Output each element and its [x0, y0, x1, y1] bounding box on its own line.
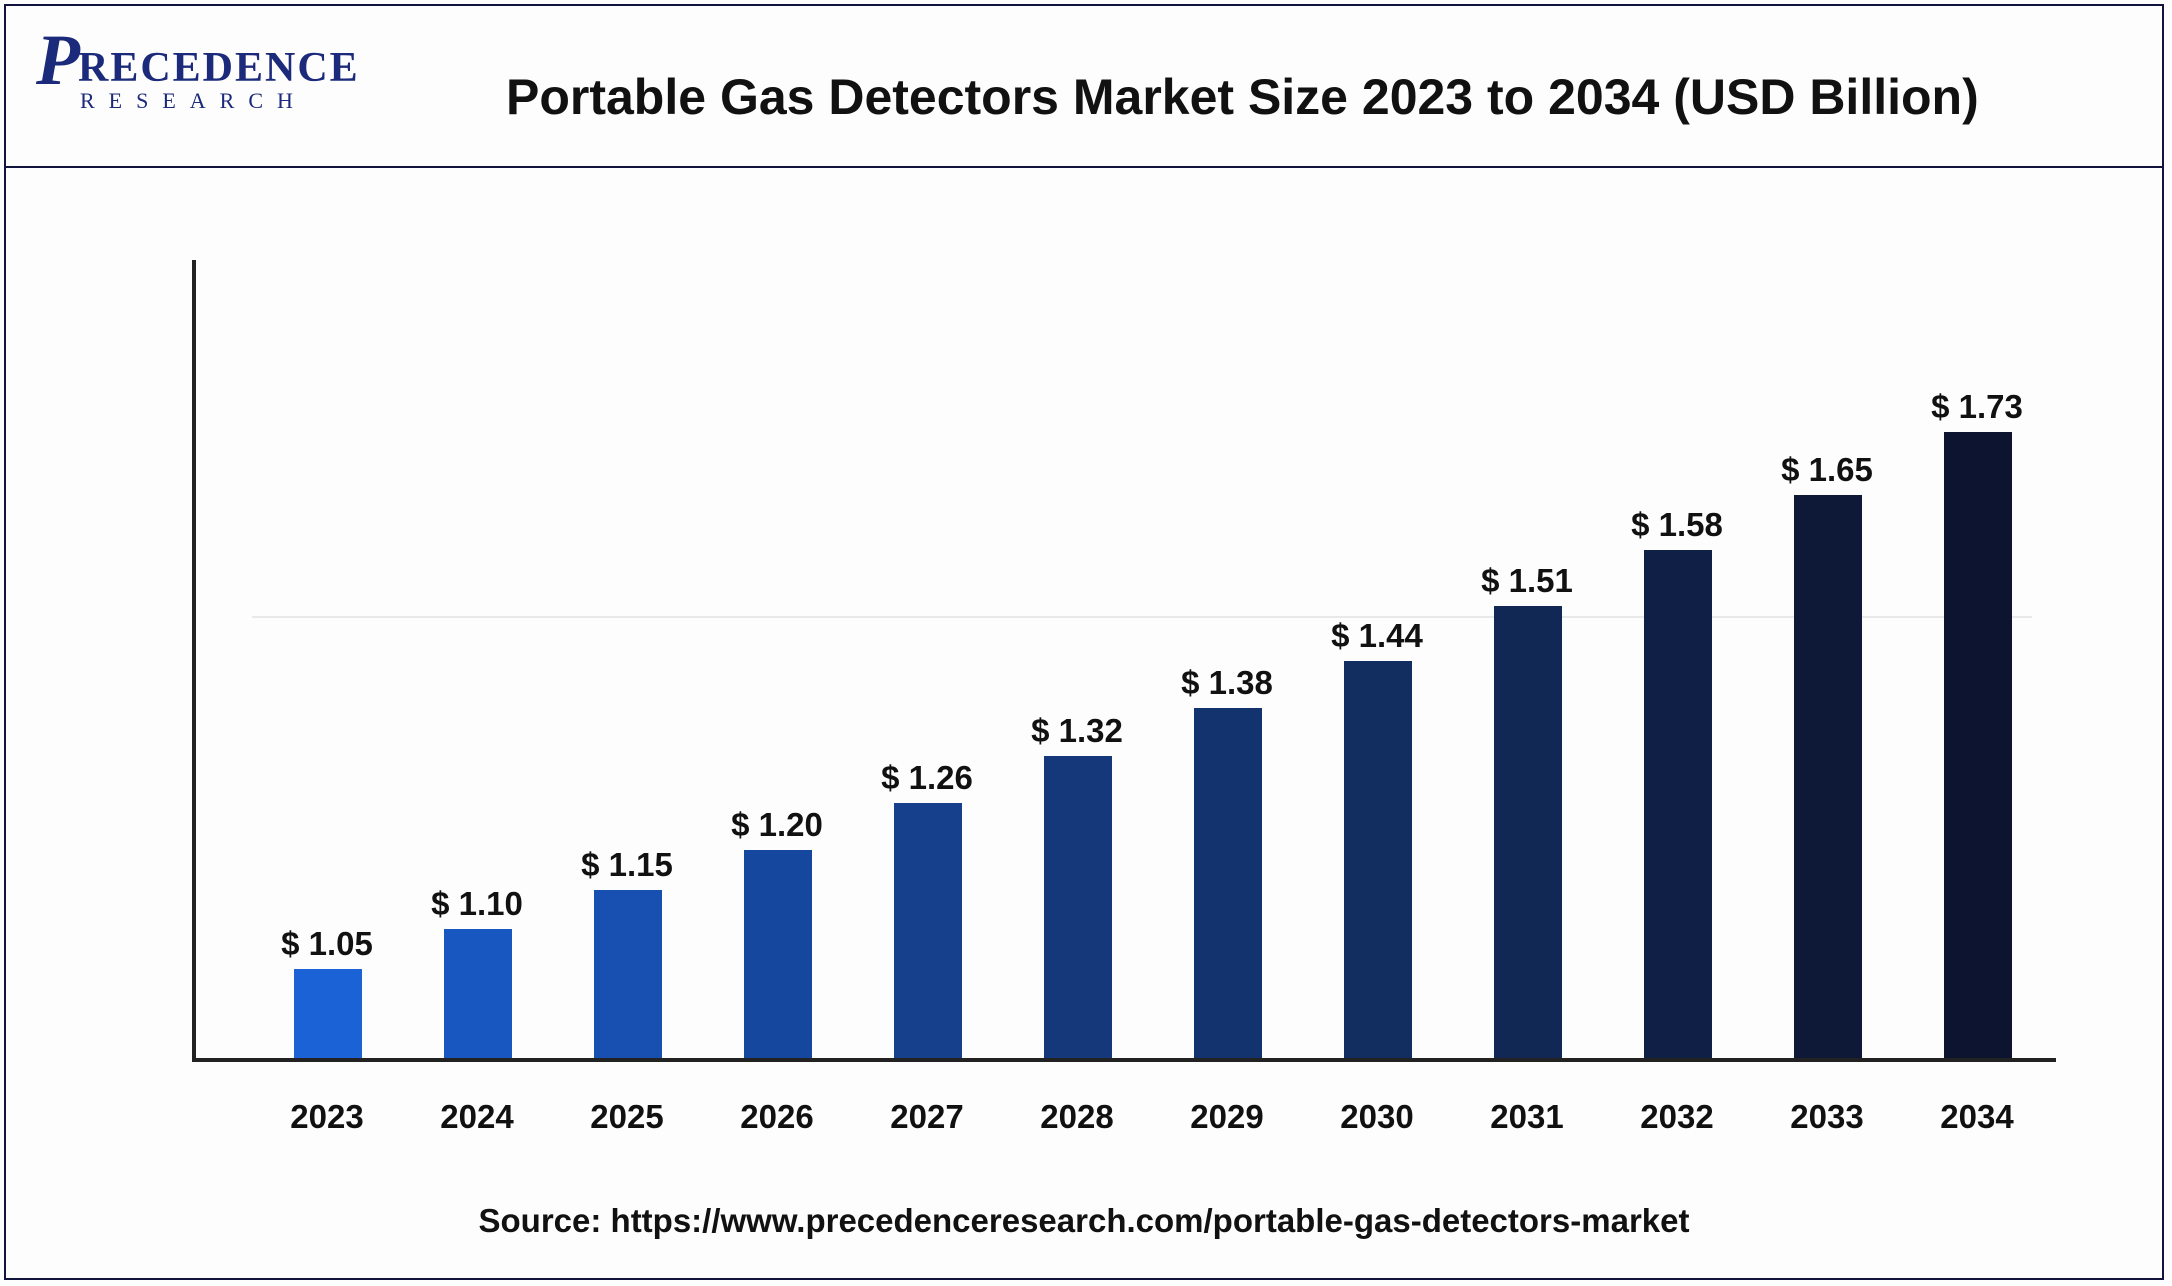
- x-tick-label: 2026: [702, 1098, 852, 1136]
- bar: [894, 803, 962, 1058]
- x-tick-label: 2029: [1152, 1098, 1302, 1136]
- bar-value-label: $ 1.20: [702, 806, 852, 844]
- bar-value-label: $ 1.15: [552, 846, 702, 884]
- bar: [444, 929, 512, 1058]
- bar-slot: $ 1.652033: [1752, 260, 1902, 1060]
- bar-slot: $ 1.442030: [1302, 260, 1452, 1060]
- bar: [1644, 550, 1712, 1058]
- x-tick-label: 2023: [252, 1098, 402, 1136]
- x-tick-label: 2027: [852, 1098, 1002, 1136]
- bar-value-label: $ 1.38: [1152, 664, 1302, 702]
- bar-slot: $ 1.262027: [852, 260, 1002, 1060]
- bar-value-label: $ 1.65: [1752, 451, 1902, 489]
- bar-value-label: $ 1.05: [252, 925, 402, 963]
- bar-value-label: $ 1.51: [1452, 562, 1602, 600]
- bar: [744, 850, 812, 1058]
- bars-container: $ 1.052023$ 1.102024$ 1.152025$ 1.202026…: [192, 260, 2056, 1060]
- x-tick-label: 2028: [1002, 1098, 1152, 1136]
- header: P RECEDENCE RESEARCH Portable Gas Detect…: [6, 6, 2162, 168]
- bar-slot: $ 1.732034: [1902, 260, 2052, 1060]
- bar-value-label: $ 1.44: [1302, 617, 1452, 655]
- logo-wordmark: P RECEDENCE: [36, 32, 366, 92]
- x-tick-label: 2031: [1452, 1098, 1602, 1136]
- chart-plot-area: $ 1.052023$ 1.102024$ 1.152025$ 1.202026…: [192, 260, 2056, 1060]
- x-tick-label: 2025: [552, 1098, 702, 1136]
- bar-value-label: $ 1.58: [1602, 506, 1752, 544]
- logo: P RECEDENCE RESEARCH: [36, 32, 366, 114]
- bar-value-label: $ 1.73: [1902, 388, 2052, 426]
- bar-slot: $ 1.052023: [252, 260, 402, 1060]
- x-tick-label: 2032: [1602, 1098, 1752, 1136]
- bar-value-label: $ 1.10: [402, 885, 552, 923]
- bar-value-label: $ 1.26: [852, 759, 1002, 797]
- logo-letter-p: P: [36, 32, 78, 90]
- bar-slot: $ 1.102024: [402, 260, 552, 1060]
- bar-slot: $ 1.382029: [1152, 260, 1302, 1060]
- logo-rest: RECEDENCE: [78, 44, 360, 92]
- bar-slot: $ 1.202026: [702, 260, 852, 1060]
- bar: [1044, 756, 1112, 1058]
- x-tick-label: 2034: [1902, 1098, 2052, 1136]
- bar: [1344, 661, 1412, 1058]
- bar: [1194, 708, 1262, 1058]
- bar-slot: $ 1.152025: [552, 260, 702, 1060]
- bar: [1944, 432, 2012, 1058]
- bar: [1494, 606, 1562, 1058]
- bar: [594, 890, 662, 1058]
- bar-slot: $ 1.582032: [1602, 260, 1752, 1060]
- bar-slot: $ 1.322028: [1002, 260, 1152, 1060]
- chart-title: Portable Gas Detectors Market Size 2023 …: [506, 68, 1979, 126]
- x-tick-label: 2030: [1302, 1098, 1452, 1136]
- x-tick-label: 2033: [1752, 1098, 1902, 1136]
- x-tick-label: 2024: [402, 1098, 552, 1136]
- bar-value-label: $ 1.32: [1002, 712, 1152, 750]
- chart-frame: P RECEDENCE RESEARCH Portable Gas Detect…: [4, 4, 2164, 1280]
- source-citation: Source: https://www.precedenceresearch.c…: [6, 1202, 2162, 1240]
- bar-slot: $ 1.512031: [1452, 260, 1602, 1060]
- bar: [1794, 495, 1862, 1058]
- bar: [294, 969, 362, 1058]
